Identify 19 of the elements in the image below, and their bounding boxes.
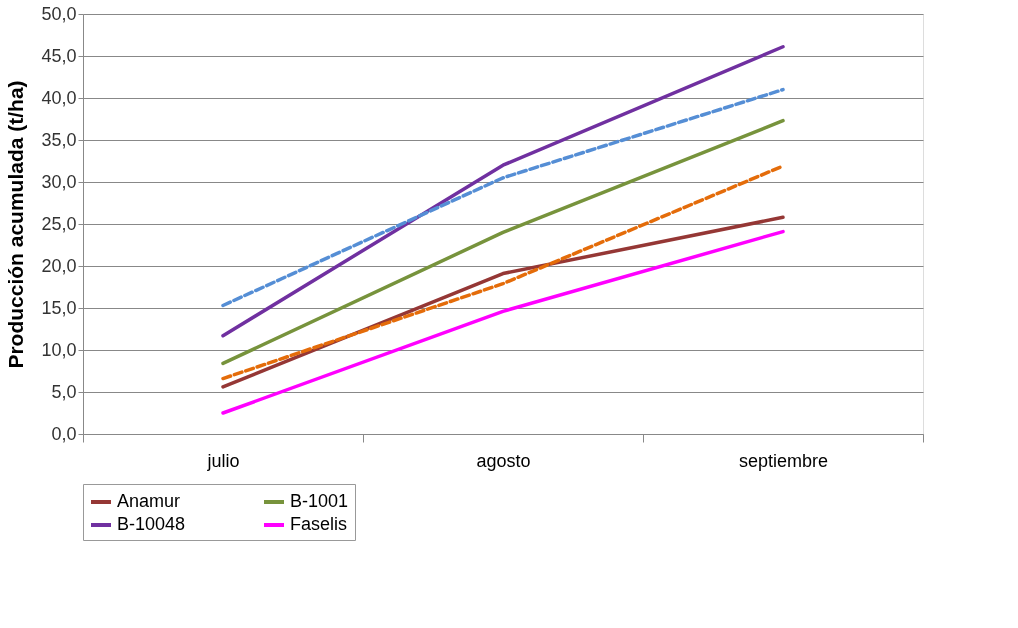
y-tick-label: 40,0 <box>41 87 77 108</box>
y-axis-title: Producción acumulada (t/ha) <box>4 80 28 369</box>
legend-label: Anamur <box>117 491 181 511</box>
legend-label: B-10048 <box>117 514 186 534</box>
legend-label: Faselis <box>290 514 348 534</box>
y-tick-label: 25,0 <box>41 213 77 234</box>
y-tick-label: 0,0 <box>51 423 77 444</box>
y-tick-label: 15,0 <box>41 297 77 318</box>
y-tick-label: 45,0 <box>41 45 77 66</box>
y-tick-label: 20,0 <box>41 255 77 276</box>
y-tick-label: 5,0 <box>51 381 77 402</box>
x-tick-label: julio <box>206 450 240 471</box>
x-tick-label: agosto <box>476 450 531 471</box>
y-tick-label: 50,0 <box>41 3 77 24</box>
y-tick-label: 10,0 <box>41 339 77 360</box>
x-tick-label: septiembre <box>738 450 829 471</box>
legend-label: B-1001 <box>290 491 349 511</box>
y-tick-label: 30,0 <box>41 171 77 192</box>
y-tick-label: 35,0 <box>41 129 77 150</box>
